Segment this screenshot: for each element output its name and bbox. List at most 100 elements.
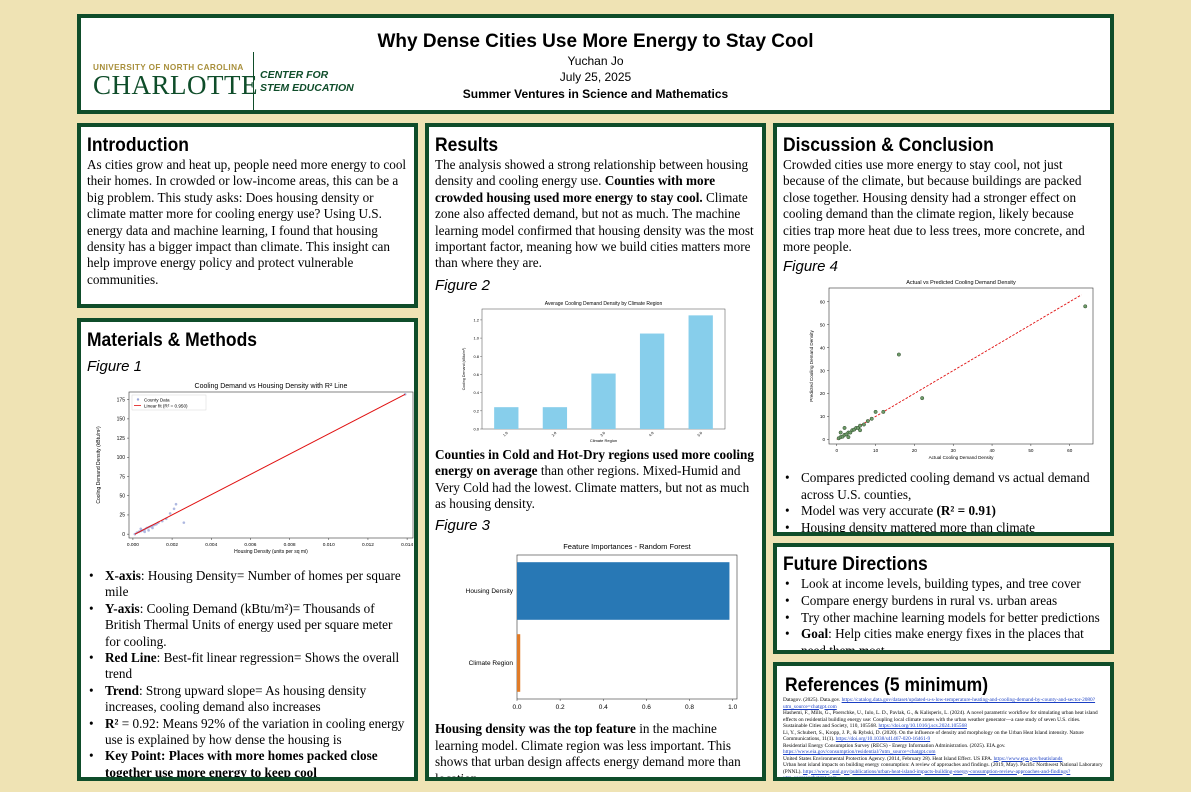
y-tick-label: 50 bbox=[119, 494, 125, 500]
reference-link[interactable]: https://catalog.data.gov/dataset/updated… bbox=[783, 697, 1096, 710]
methods-bullet-item-text: : Housing Density= Number of homes per s… bbox=[105, 568, 401, 600]
x-tick-label: 5.0 bbox=[697, 431, 703, 437]
methods-bullet-item-text: : Cooling Demand (kBtu/m²)= Thousands of… bbox=[105, 600, 393, 649]
x-tick-label: 0.004 bbox=[205, 542, 217, 548]
data-point bbox=[858, 424, 863, 429]
reference-link[interactable]: https://www.pnnl.gov/publications/urban-… bbox=[783, 768, 1071, 781]
reference-link[interactable]: https://www.epa.gov/heatislands bbox=[993, 755, 1063, 762]
y-tick-label: 75 bbox=[119, 474, 125, 480]
x-tick-label: 3.0 bbox=[600, 431, 606, 437]
y-tick-label: 30 bbox=[820, 369, 826, 374]
y-tick-label: 0 bbox=[122, 532, 125, 538]
x-tick-label: 0 bbox=[835, 448, 838, 453]
plot-frame bbox=[516, 555, 738, 700]
y-tick-label: 1.0 bbox=[473, 335, 479, 340]
future-bullet-item: Try other machine learning models for be… bbox=[783, 610, 1104, 627]
y-tick-label: 60 bbox=[820, 300, 826, 305]
header-panel: UNIVERSITY OF NORTH CAROLINA CHARLOTTE C… bbox=[77, 14, 1114, 114]
methods-bullet-item-text: : Strong upward slope= As housing densit… bbox=[105, 682, 367, 715]
y-tick-label: 40 bbox=[820, 346, 826, 351]
discussion-panel: Discussion & Conclusion Crowded cities u… bbox=[773, 123, 1114, 536]
reference-text: Li, Y., Schubert, S., Kropp, J. P., & Ry… bbox=[783, 729, 1084, 743]
bar bbox=[591, 373, 616, 429]
reference-item: Li, Y., Schubert, S., Kropp, J. P., & Ry… bbox=[783, 730, 1104, 743]
university-logo: UNIVERSITY OF NORTH CAROLINA CHARLOTTE bbox=[93, 63, 257, 99]
x-tick-label: 60 bbox=[1067, 448, 1073, 453]
reference-link[interactable]: https://doi.org/10.1016/j.scs.2024.10556… bbox=[878, 723, 967, 729]
discussion-bullet-item: Model was very accurate (R² = 0.91) bbox=[783, 503, 1104, 520]
bar bbox=[494, 407, 519, 429]
fit-line bbox=[134, 393, 406, 535]
y-tick-label: 1.2 bbox=[473, 317, 479, 322]
data-point bbox=[147, 529, 150, 532]
x-tick-label: 30 bbox=[951, 448, 957, 453]
figure2-bar-chart: Average Cooling Demand Density by Climat… bbox=[462, 301, 726, 443]
methods-bullet-item-bold: Y-axis bbox=[105, 600, 140, 616]
references-list: Datagov. (2025). Data.gov. https://catal… bbox=[783, 697, 1104, 781]
methods-bullet-item: Key Point: Places with more homes packed… bbox=[87, 748, 407, 777]
results-heading: Results bbox=[435, 135, 499, 156]
data-point bbox=[151, 526, 154, 530]
data-point bbox=[881, 410, 886, 415]
methods-bullet-item: X-axis: Housing Density= Number of homes… bbox=[87, 568, 407, 601]
data-point bbox=[865, 419, 870, 424]
methods-bullet-item: R² = 0.92: Means 92% of the variation in… bbox=[87, 716, 407, 749]
figure1-scatter-chart: Cooling Demand vs Housing Density with R… bbox=[96, 383, 413, 555]
reference-text: Residential Energy Consumption Survey (R… bbox=[783, 742, 1006, 749]
future-bullet-item-text: Compare energy burdens in rural vs. urba… bbox=[801, 592, 1058, 608]
logo-divider bbox=[253, 52, 254, 110]
methods-bullet-item-bold: Red Line bbox=[105, 650, 157, 666]
x-tick-label: 0.008 bbox=[284, 542, 296, 548]
reference-link[interactable]: https://doi.org/10.1038/s41467-020-16461… bbox=[835, 736, 931, 742]
data-point bbox=[838, 431, 843, 435]
y-tick-label: 20 bbox=[820, 392, 826, 397]
methods-bullet-item: Trend: Strong upward slope= As housing d… bbox=[87, 683, 407, 716]
x-tick-label: 0.2 bbox=[556, 704, 565, 711]
reference-item: Datagov. (2025). Data.gov. https://catal… bbox=[783, 697, 1104, 710]
y-tick-label: 50 bbox=[820, 323, 826, 328]
legend-box bbox=[131, 394, 207, 411]
future-bullet-item: Look at income levels, building types, a… bbox=[783, 576, 1104, 593]
figure2-caption: Counties in Cold and Hot-Dry regions use… bbox=[435, 447, 756, 513]
methods-bullet-item-bold: Trend bbox=[105, 682, 139, 698]
x-tick-label: 0.4 bbox=[599, 704, 608, 711]
data-point bbox=[896, 353, 901, 357]
future-bullet-item: Goal: Help cities make energy fixes in t… bbox=[783, 626, 1104, 650]
data-point bbox=[1083, 304, 1088, 309]
figure4-scatter-chart: Actual vs Predicted Cooling Demand Densi… bbox=[809, 280, 1094, 460]
y-axis-label: Predicted Cooling Demand Density bbox=[809, 330, 814, 402]
x-tick-label: 0.000 bbox=[127, 542, 139, 548]
x-tick-label: 0.010 bbox=[323, 542, 335, 548]
future-panel: Future Directions Look at income levels,… bbox=[773, 543, 1114, 654]
x-tick-label: 0.0 bbox=[512, 704, 521, 711]
data-point bbox=[858, 428, 863, 433]
reference-link[interactable]: https://www.eia.gov/consumption/resident… bbox=[783, 749, 936, 755]
chart-title: Average Cooling Demand Density by Climat… bbox=[545, 301, 663, 307]
future-bullet-item-text: Try other machine learning models for be… bbox=[801, 609, 1100, 625]
x-tick-label: 10 bbox=[873, 448, 879, 453]
data-point bbox=[139, 527, 143, 531]
center-line2: STEM EDUCATION bbox=[260, 82, 354, 94]
data-point bbox=[182, 521, 186, 524]
x-tick-label: 2.0 bbox=[551, 431, 557, 437]
figure3-caption-text: in the machine learning model. Climate r… bbox=[435, 721, 741, 781]
y-tick-label: 0.2 bbox=[473, 408, 479, 413]
ideal-line bbox=[836, 294, 1082, 441]
y-tick-label: Housing Density bbox=[466, 589, 514, 596]
chart-title: Cooling Demand vs Housing Density with R… bbox=[195, 383, 348, 390]
y-tick-label: 125 bbox=[117, 436, 126, 442]
references-panel: References (5 minimum) Datagov. (2025). … bbox=[773, 662, 1114, 781]
figure3-caption-bold: Housing density was the top feature bbox=[435, 721, 636, 737]
data-point bbox=[920, 396, 925, 401]
chart-title: Feature Importances - Random Forest bbox=[563, 542, 691, 551]
x-tick-label: 1.0 bbox=[502, 431, 508, 437]
data-point bbox=[869, 417, 874, 422]
x-axis-label: Housing Density (units per sq mi) bbox=[234, 549, 308, 555]
methods-bullet-item-text: : Best-fit linear regression= Shows the … bbox=[105, 650, 400, 682]
future-heading: Future Directions bbox=[783, 554, 928, 575]
y-tick-label: 0.6 bbox=[473, 372, 479, 377]
future-bullet-item-text: Look at income levels, building types, a… bbox=[801, 576, 1081, 591]
data-point bbox=[861, 422, 866, 427]
introduction-panel: Introduction As cities grow and heat up,… bbox=[77, 123, 418, 308]
future-bullets: Look at income levels, building types, a… bbox=[783, 576, 1104, 650]
